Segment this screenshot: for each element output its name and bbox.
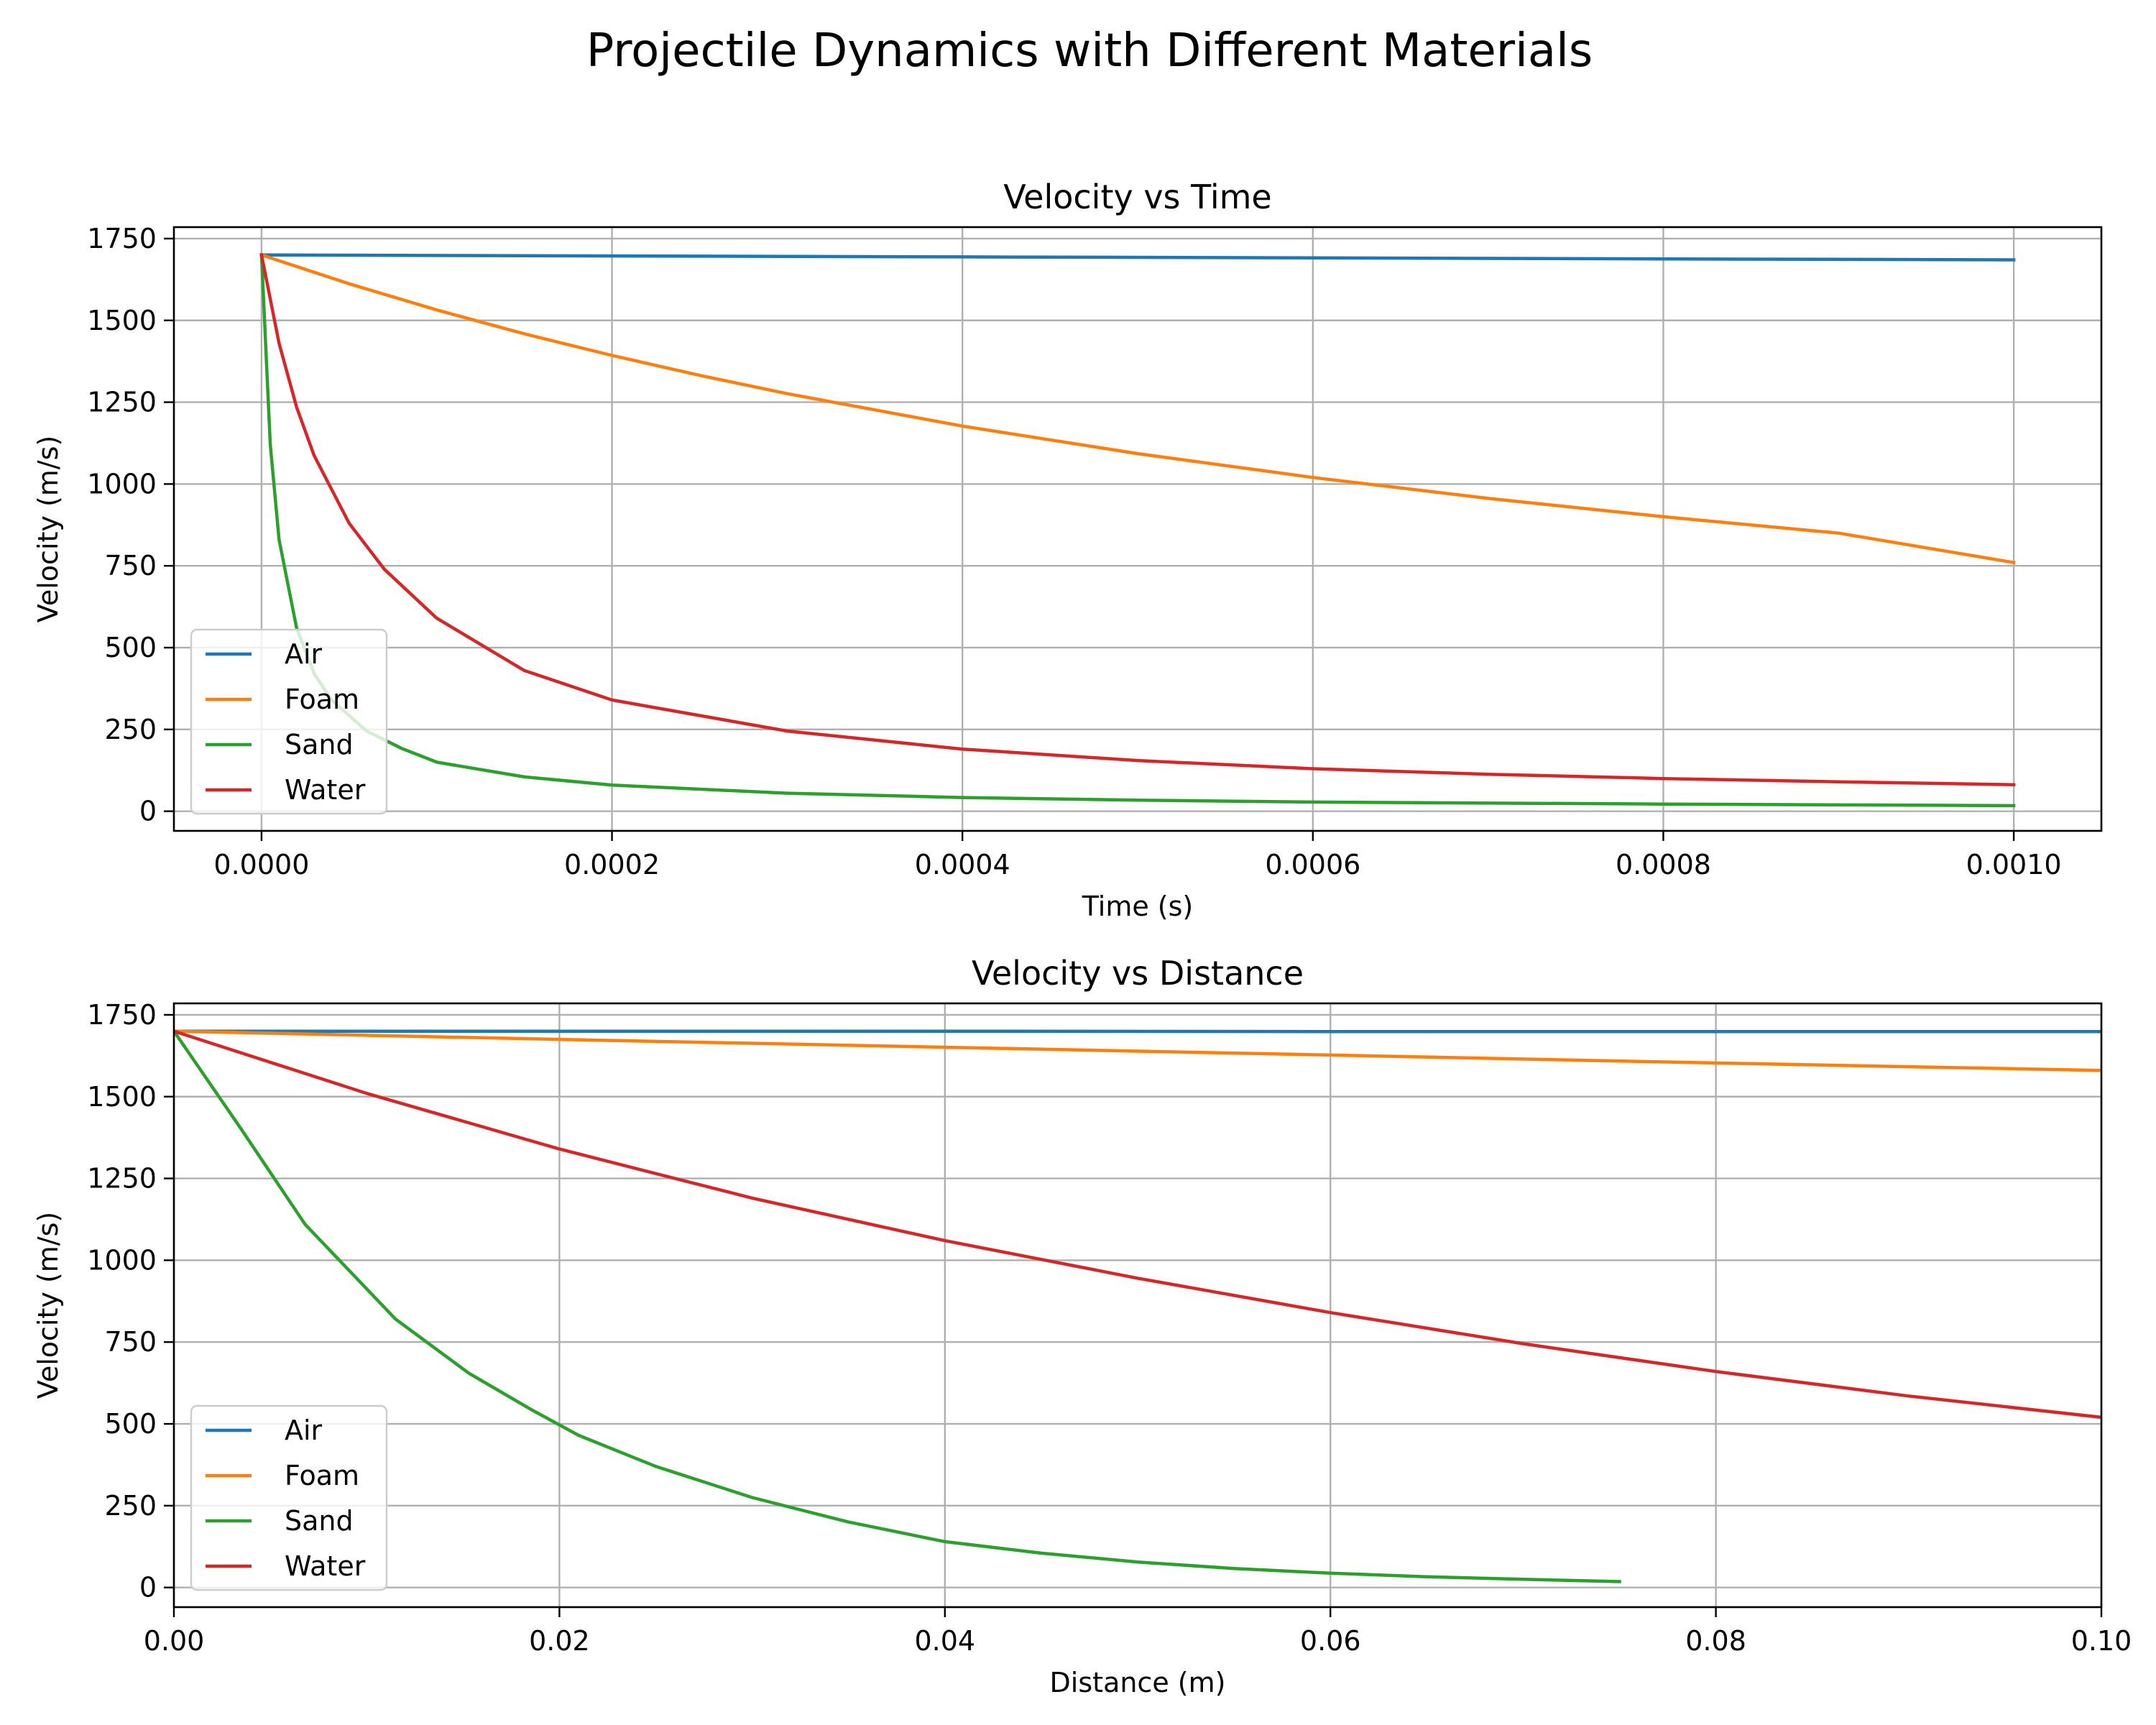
- series-line-sand: [174, 1029, 1621, 1583]
- y-tick-label: 1000: [87, 1244, 157, 1276]
- x-tick-label: 0.0004: [915, 849, 1010, 880]
- legend: Air Foam Sand Water: [190, 628, 388, 815]
- y-axis-label: Velocity (m/s): [32, 1212, 64, 1399]
- series-group: [174, 1029, 2101, 1583]
- y-tick-label: 1500: [87, 1081, 157, 1113]
- series-line-water: [259, 253, 2016, 787]
- series-line-water: [174, 1029, 2101, 1420]
- figure-title: Projectile Dynamics with Different Mater…: [586, 24, 1593, 78]
- series-group: [259, 252, 2016, 808]
- axes-frame: [172, 1002, 2103, 1609]
- y-tick-label: 0: [139, 796, 157, 827]
- legend: Air Foam Sand Water: [190, 1404, 388, 1591]
- y-tick-label: 500: [104, 1408, 157, 1440]
- y-tick-label: 250: [104, 714, 157, 745]
- legend-label-water: Water: [285, 774, 366, 806]
- x-tick-label: 0.00: [144, 1625, 205, 1657]
- legend-box: [190, 628, 388, 815]
- x-tick-label: 0.0000: [213, 849, 309, 880]
- legend-label-foam: Foam: [285, 1460, 359, 1491]
- y-tick-label: 0: [139, 1572, 157, 1604]
- x-axis-label: Distance (m): [1050, 1667, 1226, 1698]
- chart-title: Velocity vs Distance: [972, 954, 1304, 993]
- y-tick-label: 1750: [87, 223, 157, 254]
- y-tick-label: 250: [104, 1490, 157, 1522]
- y-tick-label: 1250: [87, 387, 157, 418]
- x-tick-label: 0.10: [2071, 1625, 2132, 1657]
- chart-title: Velocity vs Time: [1003, 178, 1271, 216]
- legend-label-foam: Foam: [285, 684, 359, 715]
- series-line-air: [174, 1029, 2101, 1034]
- legend-label-air: Air: [285, 1414, 323, 1446]
- x-tick-label: 0.02: [529, 1625, 590, 1657]
- legend-box: [190, 1404, 388, 1591]
- series-line-air: [259, 253, 2016, 262]
- y-tick-label: 750: [104, 550, 157, 581]
- y-tick-label: 1500: [87, 305, 157, 336]
- series-line-foam: [259, 252, 2016, 565]
- legend-label-sand: Sand: [285, 1505, 354, 1537]
- y-tick-label: 1750: [87, 999, 157, 1031]
- x-axis-label: Time (s): [1082, 891, 1194, 922]
- legend-label-sand: Sand: [285, 729, 354, 760]
- series-line-sand: [259, 253, 2016, 808]
- x-tick-label: 0.0006: [1265, 849, 1360, 880]
- y-tick-label: 1250: [87, 1163, 157, 1195]
- axes-frame: [172, 226, 2103, 832]
- y-tick-label: 500: [104, 632, 157, 663]
- x-tick-label: 0.06: [1300, 1625, 1361, 1657]
- legend-label-air: Air: [285, 638, 323, 670]
- series-line-foam: [174, 1029, 2101, 1072]
- velocity-vs-time-chart: 0.0000 0.0002 0.0004 0.0006 0.0008 0.0010 0 250…: [32, 178, 2103, 922]
- legend-label-water: Water: [285, 1550, 366, 1582]
- velocity-vs-distance-chart: 0.00 0.02 0.04 0.06 0.08 0.10 0 250 500 750 1000 12…: [32, 954, 2132, 1698]
- y-tick-label: 1000: [87, 468, 157, 500]
- x-tick-label: 0.08: [1685, 1625, 1746, 1657]
- x-tick-label: 0.0010: [1966, 849, 2062, 880]
- y-tick-label: 750: [104, 1326, 157, 1358]
- x-tick-label: 0.04: [914, 1625, 975, 1657]
- x-tick-label: 0.0008: [1616, 849, 1711, 880]
- x-tick-label: 0.0002: [564, 849, 660, 880]
- y-axis-label: Velocity (m/s): [32, 436, 64, 622]
